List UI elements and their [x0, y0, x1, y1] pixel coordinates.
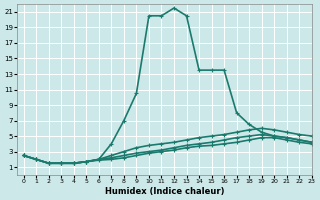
X-axis label: Humidex (Indice chaleur): Humidex (Indice chaleur): [105, 187, 224, 196]
